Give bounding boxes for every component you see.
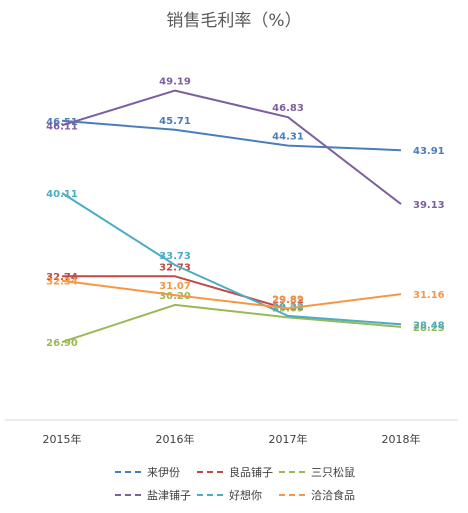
series-line bbox=[61, 192, 402, 326]
data-label: 32.74 bbox=[46, 272, 78, 283]
legend-label: 盐津铺子 bbox=[147, 489, 191, 502]
series-line bbox=[61, 279, 402, 310]
data-label: 33.73 bbox=[159, 251, 191, 262]
chart-title: 销售毛利率（%） bbox=[166, 11, 302, 31]
data-label: 28.25 bbox=[413, 323, 445, 334]
data-label: 31.16 bbox=[413, 290, 445, 301]
x-tick-label: 2017年 bbox=[269, 432, 308, 446]
data-label: 49.19 bbox=[159, 77, 191, 88]
data-label: 30.20 bbox=[159, 291, 191, 302]
data-label: 26.90 bbox=[46, 338, 78, 349]
x-tick-label: 2016年 bbox=[156, 432, 195, 446]
data-label: 46.51 bbox=[46, 117, 78, 128]
data-label: 46.83 bbox=[272, 103, 304, 114]
data-label: 29.82 bbox=[272, 295, 304, 306]
legend-label: 良品铺子 bbox=[229, 465, 273, 479]
series-line bbox=[61, 89, 402, 205]
data-label: 32.34 bbox=[46, 277, 78, 288]
legend-label: 三只松鼠 bbox=[311, 465, 355, 479]
data-label: 29.89 bbox=[272, 294, 304, 305]
data-label: 32.73 bbox=[159, 262, 191, 273]
series-line bbox=[61, 303, 402, 344]
data-label: 31.07 bbox=[159, 281, 191, 292]
legend-label: 来伊份 bbox=[147, 466, 180, 479]
x-tick-label: 2015年 bbox=[43, 432, 82, 446]
series-line bbox=[61, 119, 402, 152]
data-label: 39.13 bbox=[413, 200, 445, 211]
legend-label: 好想你 bbox=[229, 488, 262, 502]
x-tick-label: 2018年 bbox=[382, 432, 421, 446]
data-label: 44.31 bbox=[272, 132, 304, 143]
data-label: 46.11 bbox=[46, 121, 78, 132]
data-label: 43.91 bbox=[413, 146, 445, 157]
data-label: 40.11 bbox=[46, 189, 78, 200]
data-label: 45.71 bbox=[159, 116, 191, 127]
data-label: 28.48 bbox=[413, 320, 445, 331]
legend-label: 洽洽食品 bbox=[311, 488, 355, 502]
